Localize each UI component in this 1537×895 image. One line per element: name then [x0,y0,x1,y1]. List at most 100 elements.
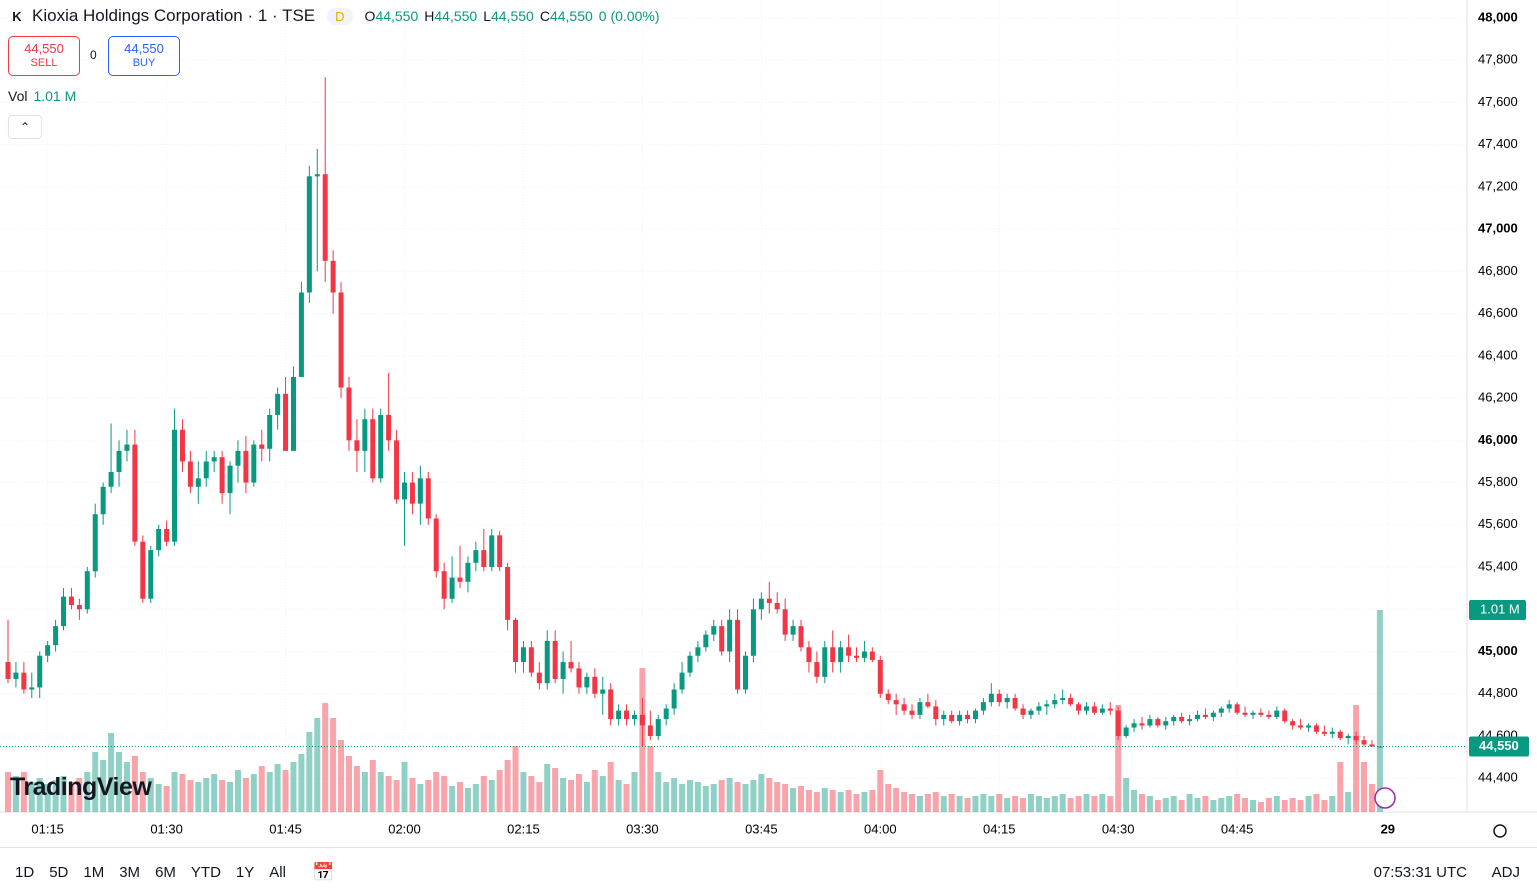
candle-body [1298,725,1304,728]
candle-body [814,662,820,677]
volume-bar [449,786,456,812]
y-tick-label: 45,600 [1478,516,1518,531]
candle-body [631,714,637,720]
volume-bar [607,762,614,812]
volume-bar [290,762,297,812]
candle-body [409,482,415,504]
candle-body [711,626,717,635]
volume-bar [258,766,265,812]
volume-bar [1242,798,1249,812]
candle-body [1083,706,1089,711]
volume-bar [694,782,701,812]
candle-body [1091,706,1097,713]
candle-body [742,655,748,690]
volume-bar [274,764,281,812]
volume-bar [805,790,812,812]
alert-icon[interactable] [1374,787,1396,809]
candle-body [203,461,209,479]
volume-bar [948,794,955,812]
candle-body [433,518,439,572]
volume-bar [433,772,440,812]
sell-button[interactable]: 44,550 SELL [8,36,80,76]
volume-bar [1297,800,1304,812]
range-button[interactable]: 1D [15,863,35,881]
candle-body [338,292,344,388]
y-tick-label: 48,000 [1478,9,1518,24]
volume-bar [1067,798,1074,812]
candle-body [576,668,582,688]
candle-body [441,571,447,599]
range-button[interactable]: 1Y [235,863,255,881]
range-button[interactable]: 1M [83,863,105,881]
y-tick-label: 45,000 [1478,643,1518,658]
buy-button[interactable]: 44,550 BUY [108,36,180,76]
candle-body [639,714,645,726]
ohlc-key: C [539,8,550,24]
volume-bar [179,774,186,812]
volume-bar [266,772,273,812]
volume-bar [663,782,670,812]
candle-body [354,440,360,451]
chart: 44,40044,60044,80045,00045,20045,40045,6… [0,0,1537,838]
range-button[interactable]: 3M [119,863,141,881]
volume-bar [441,776,448,812]
candle-body [663,708,669,720]
volume-bar [369,760,376,812]
range-button[interactable]: YTD [190,863,221,881]
candle-body [1099,708,1105,713]
volume-bar [861,792,868,812]
volume-bar [988,796,995,812]
candle-body [314,174,320,177]
x-tick-label: 03:45 [745,821,778,836]
date-range-icon[interactable]: 📅 [312,861,335,882]
candle-body [1195,714,1200,720]
candle-body [528,647,534,673]
candle-body [481,550,487,568]
volume-bar [322,703,329,812]
candle-body [695,647,701,656]
volume-bar [623,784,630,812]
volume-bar [845,790,852,812]
adj-button[interactable]: ADJ [1491,863,1520,881]
candle-body [616,710,622,720]
candle-body [1131,723,1137,728]
range-button[interactable]: 5D [49,863,69,881]
y-tick-label: 46,400 [1478,347,1518,362]
volume-bar [353,766,360,812]
volume-bar [980,794,987,812]
candle-body [322,174,328,261]
volume-bar [1162,798,1169,812]
volume-bar [1107,796,1114,812]
interval-badge[interactable]: D [327,7,353,25]
candle-body [124,444,130,451]
volume-bar [956,796,963,812]
volume-bar [940,796,947,812]
candle-body [386,414,392,441]
candle-body [1274,710,1280,717]
candle-body [513,619,519,663]
y-tick-label: 44,800 [1478,685,1518,700]
candle-body [1155,719,1161,726]
volume-bar [234,770,241,812]
range-button[interactable]: All [269,863,286,881]
volume-bar [702,786,709,812]
symbol-name[interactable]: Kioxia Holdings Corporation · 1 · TSE [32,6,316,25]
volume-legend-value: 1.01 M [33,88,77,104]
candle-body [1329,731,1335,734]
volume-bar [1250,800,1257,812]
volume-bar [472,784,479,812]
symbol-header: K Kioxia Holdings Corporation · 1 · TSE … [8,6,660,26]
spread: 0 [90,48,97,62]
y-tick-label: 47,600 [1478,94,1518,109]
candle-body [1123,727,1129,736]
candle-body [505,567,511,620]
candle-body [29,687,35,690]
range-buttons: 1D 5D 1M 3M 6M YTD 1Y All [15,864,286,881]
candle-body [822,647,828,677]
range-button[interactable]: 6M [155,863,176,881]
x-tick-label: 01:45 [269,821,302,836]
volume-bar [1313,794,1320,812]
collapse-button[interactable]: ⌃ [8,115,42,139]
candle-body [917,702,923,715]
candle-body [378,414,384,479]
